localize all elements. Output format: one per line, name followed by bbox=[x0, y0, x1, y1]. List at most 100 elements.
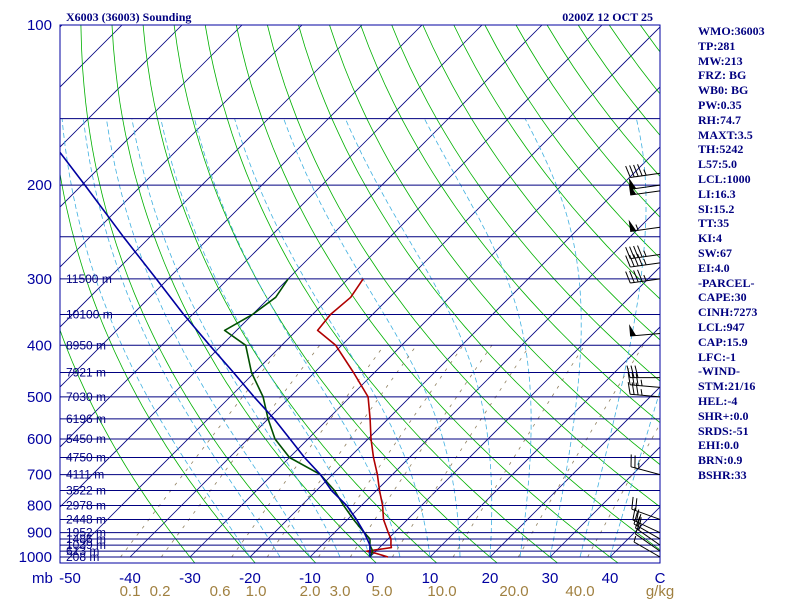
moist-adiabat-line bbox=[194, 118, 401, 558]
index-item: PW:0.35 bbox=[698, 97, 742, 112]
moist-adiabat-line bbox=[524, 118, 582, 558]
dry-adiabat-line bbox=[60, 328, 196, 563]
pressure-unit-label: mb bbox=[32, 570, 53, 587]
wind-barb-flag bbox=[634, 365, 639, 378]
index-item: LCL:947 bbox=[698, 319, 745, 334]
index-item: STM:21/16 bbox=[698, 379, 756, 394]
mixing-ratio-label: 40.0 bbox=[565, 583, 594, 600]
height-label: 1952 m bbox=[66, 526, 106, 540]
wind-barb-staff bbox=[630, 253, 661, 260]
height-label: 1039 m bbox=[66, 538, 106, 552]
wind-barb bbox=[627, 381, 661, 398]
mixing-ratio-label: 0.6 bbox=[210, 583, 231, 600]
height-label: 7921 m bbox=[66, 366, 106, 380]
plot-frame bbox=[59, 24, 661, 564]
index-item: SW:67 bbox=[698, 245, 733, 260]
wind-barb-staff bbox=[633, 523, 661, 540]
height-label: 5450 m bbox=[66, 432, 106, 446]
wind-barb-flag bbox=[629, 254, 635, 267]
pressure-tick-label: 600 bbox=[27, 431, 52, 448]
index-item: WMO:36003 bbox=[698, 24, 765, 38]
moist-adiabat-line bbox=[424, 118, 532, 558]
height-label: 3522 m bbox=[66, 484, 106, 498]
moist-adiabat-line bbox=[106, 118, 311, 558]
wind-barb bbox=[625, 245, 661, 260]
dewpoint-trace bbox=[223, 278, 374, 558]
pressure-tick-label: 700 bbox=[27, 467, 52, 484]
wind-barb-half-flag bbox=[640, 379, 643, 386]
isotherm-line bbox=[69, 25, 603, 558]
wind-barb bbox=[633, 535, 661, 558]
index-item: SI:15.2 bbox=[698, 201, 735, 216]
moist-adiabat-line bbox=[609, 389, 660, 558]
index-item: TP:281 bbox=[698, 38, 736, 53]
index-item: -WIND- bbox=[698, 364, 740, 379]
wind-barb-flag bbox=[626, 365, 631, 378]
temperature-tick-label: -40 bbox=[119, 570, 141, 587]
wind-barb-half-flag bbox=[643, 250, 647, 257]
height-label: 8950 m bbox=[66, 338, 106, 352]
wind-barb-staff bbox=[630, 278, 661, 284]
wind-barb bbox=[629, 324, 661, 337]
station-title: X6003 (36003) Sounding bbox=[66, 10, 191, 24]
wind-barb-half-flag bbox=[640, 389, 643, 396]
wind-barbs bbox=[625, 164, 661, 558]
temperature-tick-label: -20 bbox=[239, 570, 261, 587]
wind-barb bbox=[633, 511, 661, 540]
index-item: SHR+:0.0 bbox=[698, 408, 749, 423]
wind-barb-flag bbox=[629, 165, 635, 178]
wind-barb-staff bbox=[630, 466, 661, 476]
mixing-ratio-line bbox=[587, 423, 660, 558]
isotherm-line bbox=[249, 146, 660, 558]
wind-barb-flag bbox=[627, 372, 631, 385]
pressure-tick-label: 1000 bbox=[19, 549, 52, 566]
wind-barb bbox=[627, 372, 661, 388]
dry-adiabat-line bbox=[204, 25, 559, 563]
index-item: WB0: BG bbox=[698, 83, 749, 98]
pressure-tick-label: 200 bbox=[27, 177, 52, 194]
dry-adiabat-line bbox=[329, 25, 660, 466]
wind-barb-staff bbox=[630, 262, 661, 268]
wind-barb-half-flag bbox=[633, 535, 637, 543]
mixing-ratio-label: 0.2 bbox=[150, 583, 171, 600]
dry-adiabat-line bbox=[173, 25, 498, 563]
wind-barb bbox=[625, 164, 661, 178]
wind-barb bbox=[634, 522, 661, 552]
wind-barb bbox=[632, 507, 661, 534]
pressure-tick-label: 400 bbox=[27, 337, 52, 354]
mixing-ratio-line bbox=[452, 345, 585, 558]
moist-adiabat-line bbox=[61, 118, 251, 558]
pressure-tick-label: 800 bbox=[27, 497, 52, 514]
wind-barb-flag bbox=[625, 247, 631, 259]
wind-barb-half-flag bbox=[639, 517, 642, 524]
temperature-tick-label: -30 bbox=[179, 570, 201, 587]
dry-adiabat-line bbox=[391, 25, 660, 382]
wind-barb-flag bbox=[629, 270, 635, 283]
wind-barb-half-flag bbox=[635, 224, 639, 231]
wind-barb-flag bbox=[633, 511, 638, 525]
mixing-ratio-label: 2.0 bbox=[300, 583, 321, 600]
moist-adiabat-line bbox=[83, 118, 281, 558]
wind-barb bbox=[628, 219, 661, 232]
index-item: BRN:0.9 bbox=[698, 453, 743, 468]
wind-barb-flag bbox=[637, 253, 643, 266]
temperature-tick-label: -50 bbox=[59, 570, 81, 587]
height-label: 4750 m bbox=[66, 450, 106, 464]
wind-barb-flag bbox=[630, 365, 635, 378]
wind-barb-flag bbox=[635, 382, 639, 396]
wind-barb bbox=[626, 365, 660, 379]
wind-barb-staff bbox=[630, 393, 661, 398]
wind-barb-staff bbox=[632, 519, 661, 534]
mixing-ratio-label: 1.0 bbox=[246, 583, 267, 600]
background-grid bbox=[60, 25, 660, 563]
wind-barb-flag bbox=[635, 373, 639, 386]
dry-adiabat-line bbox=[267, 25, 660, 551]
mixing-ratio-line bbox=[318, 345, 464, 558]
mixing-ratio-label: 3.0 bbox=[330, 583, 351, 600]
sounding-time: 0200Z 12 OCT 25 bbox=[562, 10, 653, 24]
wind-barb-flag bbox=[625, 255, 631, 268]
wind-barb-half-flag bbox=[643, 169, 647, 176]
height-label: 1486 m bbox=[66, 532, 106, 546]
wind-barb bbox=[625, 269, 661, 284]
